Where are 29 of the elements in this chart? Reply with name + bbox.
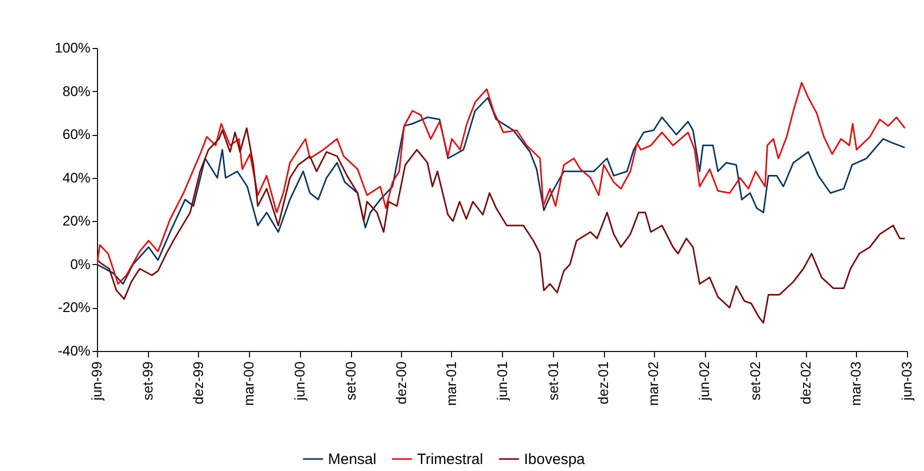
- x-tick-label: mar-03: [847, 361, 864, 406]
- x-tick-label: set-02: [747, 361, 764, 400]
- line-series: [97, 127, 906, 324]
- y-tick-label: 100%: [54, 40, 90, 56]
- y-tick-label: 40%: [62, 169, 90, 186]
- x-tick-label: mar-01: [442, 361, 459, 406]
- legend-label: Trimestral: [417, 451, 484, 468]
- y-tick-label: 60%: [62, 126, 90, 142]
- y-tick-label: 0%: [70, 256, 90, 272]
- x-tick-label: jun-99: [88, 361, 104, 402]
- x-tick-label: dez-99: [190, 361, 206, 404]
- y-tick-label: -40%: [58, 342, 90, 358]
- x-tick-label: jun-03: [898, 361, 914, 402]
- x-tick-label: set-01: [544, 361, 561, 400]
- x-tick-label: set-99: [140, 361, 156, 400]
- y-tick-label: -20%: [58, 299, 90, 316]
- legend-label: Ibovespa: [524, 451, 586, 468]
- x-tick-label: dez-01: [595, 361, 612, 404]
- x-tick-label: mar-02: [645, 361, 662, 406]
- legend-label: Mensal: [328, 451, 376, 468]
- x-tick-label: mar-00: [240, 361, 256, 406]
- x-tick-label: set-00: [342, 361, 358, 400]
- x-tick-label: dez-02: [798, 361, 814, 404]
- y-tick-label: 20%: [62, 212, 90, 229]
- x-tick-label: jun-02: [696, 361, 712, 402]
- x-tick-label: jun-01: [494, 361, 510, 402]
- x-tick-label: jun-00: [291, 361, 308, 402]
- x-tick-label: dez-00: [392, 361, 409, 404]
- y-tick-label: 80%: [62, 82, 90, 99]
